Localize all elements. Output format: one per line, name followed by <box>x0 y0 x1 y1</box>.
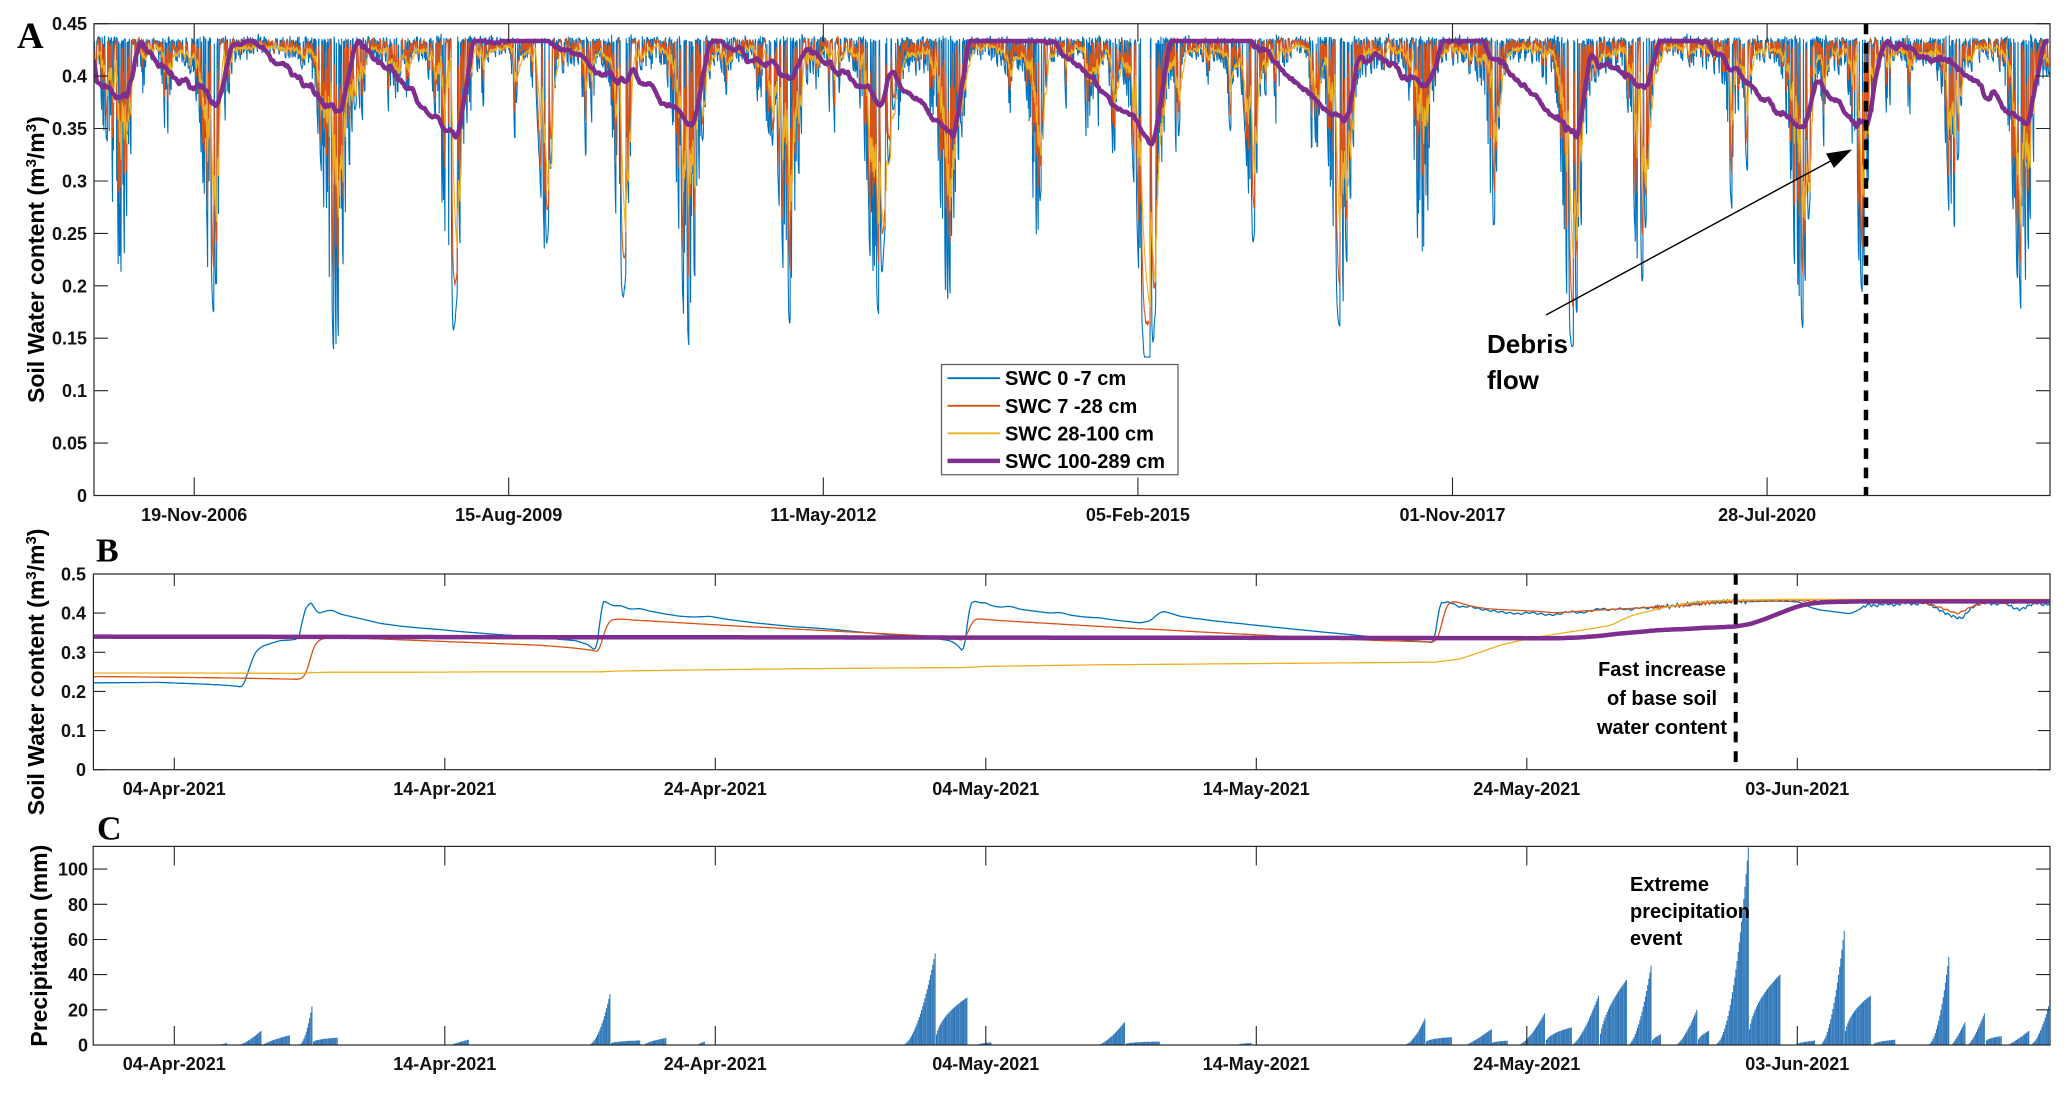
svg-text:14-Apr-2021: 14-Apr-2021 <box>393 779 496 799</box>
svg-text:14-Apr-2021: 14-Apr-2021 <box>393 1054 496 1074</box>
svg-text:0.45: 0.45 <box>52 14 87 34</box>
svg-text:0: 0 <box>78 1036 88 1056</box>
svg-text:of base soil: of base soil <box>1607 688 1717 710</box>
svg-text:Extreme: Extreme <box>1630 874 1709 896</box>
svg-text:20: 20 <box>68 1000 88 1020</box>
svg-text:24-Apr-2021: 24-Apr-2021 <box>664 779 767 799</box>
svg-text:0.15: 0.15 <box>52 329 87 349</box>
svg-text:Precipitation (mm): Precipitation (mm) <box>26 845 52 1047</box>
svg-text:0.05: 0.05 <box>52 434 87 454</box>
svg-text:water content: water content <box>1596 717 1727 739</box>
svg-text:0.2: 0.2 <box>62 276 87 296</box>
svg-text:24-May-2021: 24-May-2021 <box>1473 779 1580 799</box>
svg-text:14-May-2021: 14-May-2021 <box>1203 779 1310 799</box>
svg-text:100: 100 <box>58 860 88 880</box>
svg-text:SWC 0 -7 cm: SWC 0 -7 cm <box>1005 368 1126 390</box>
svg-text:01-Nov-2017: 01-Nov-2017 <box>1399 505 1505 525</box>
svg-text:60: 60 <box>68 930 88 950</box>
svg-text:Soil Water content (m3/m3): Soil Water content (m3/m3) <box>23 116 49 403</box>
svg-text:11-May-2012: 11-May-2012 <box>770 505 876 525</box>
svg-text:event: event <box>1630 928 1683 950</box>
svg-text:28-Jul-2020: 28-Jul-2020 <box>1718 505 1816 525</box>
svg-text:0.4: 0.4 <box>62 67 87 87</box>
svg-text:precipitation: precipitation <box>1630 901 1750 923</box>
svg-text:SWC 28-100 cm: SWC 28-100 cm <box>1005 423 1154 445</box>
svg-text:14-May-2021: 14-May-2021 <box>1203 1054 1310 1074</box>
svg-text:0.1: 0.1 <box>61 721 86 741</box>
svg-text:04-May-2021: 04-May-2021 <box>932 779 1039 799</box>
svg-text:05-Feb-2015: 05-Feb-2015 <box>1086 505 1190 525</box>
svg-text:C: C <box>97 811 122 848</box>
svg-text:03-Jun-2021: 03-Jun-2021 <box>1745 1054 1849 1074</box>
svg-text:40: 40 <box>68 965 88 985</box>
svg-text:0: 0 <box>76 760 86 780</box>
svg-text:SWC 7 -28 cm: SWC 7 -28 cm <box>1005 396 1137 418</box>
svg-text:0.35: 0.35 <box>52 119 87 139</box>
svg-text:04-May-2021: 04-May-2021 <box>932 1054 1039 1074</box>
svg-text:24-Apr-2021: 24-Apr-2021 <box>664 1054 767 1074</box>
svg-text:flow: flow <box>1487 365 1540 395</box>
svg-text:15-Aug-2009: 15-Aug-2009 <box>455 505 562 525</box>
svg-text:0.5: 0.5 <box>61 565 86 585</box>
svg-text:B: B <box>96 533 119 570</box>
svg-text:Fast increase: Fast increase <box>1598 659 1726 681</box>
svg-text:04-Apr-2021: 04-Apr-2021 <box>123 1054 226 1074</box>
svg-text:0: 0 <box>77 486 87 506</box>
svg-text:0.4: 0.4 <box>61 604 86 624</box>
svg-text:0.3: 0.3 <box>62 172 87 192</box>
svg-text:19-Nov-2006: 19-Nov-2006 <box>141 505 247 525</box>
svg-text:Soil Water content (m3/m3): Soil Water content (m3/m3) <box>23 529 49 816</box>
svg-text:0.2: 0.2 <box>61 682 86 702</box>
svg-text:03-Jun-2021: 03-Jun-2021 <box>1745 779 1849 799</box>
svg-text:80: 80 <box>68 895 88 915</box>
svg-text:0.3: 0.3 <box>61 643 86 663</box>
svg-text:04-Apr-2021: 04-Apr-2021 <box>123 779 226 799</box>
svg-text:0.25: 0.25 <box>52 224 87 244</box>
svg-text:Debris: Debris <box>1487 329 1568 359</box>
svg-text:0.1: 0.1 <box>62 381 87 401</box>
svg-text:SWC 100-289 cm: SWC 100-289 cm <box>1005 451 1165 473</box>
svg-text:24-May-2021: 24-May-2021 <box>1473 1054 1580 1074</box>
svg-text:A: A <box>17 16 44 57</box>
